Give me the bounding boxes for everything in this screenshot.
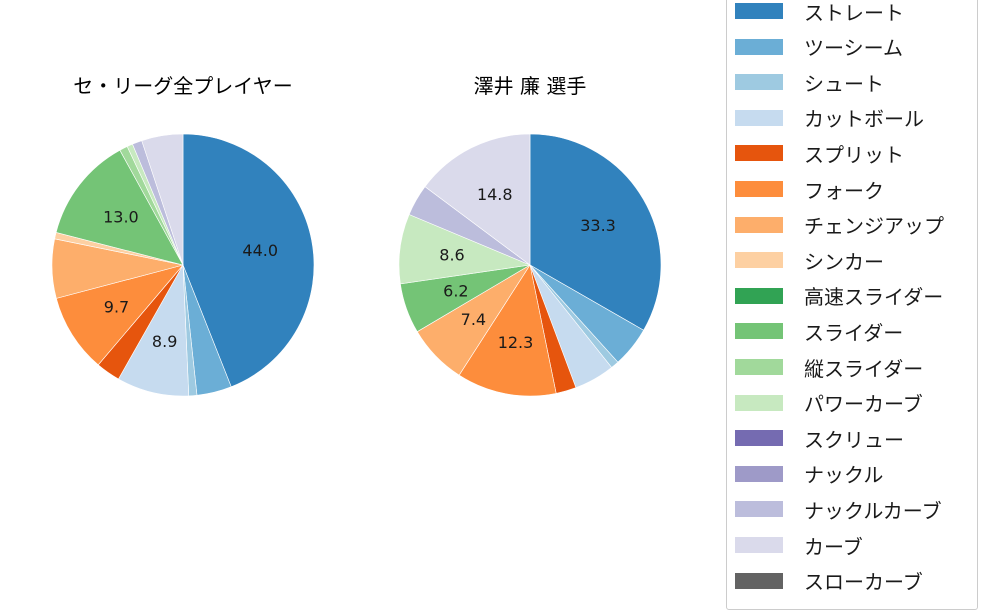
legend-label: スクリュー [804,427,904,452]
left-pie-title: セ・リーグ全プレイヤー [73,74,293,98]
legend-item: ツーシーム [735,35,903,61]
pie-slice [529,133,662,331]
legend-label: チェンジアップ [804,214,944,239]
legend-swatch [735,109,783,126]
league-pie: 44.0 8.9 9.7 13.0 [51,133,315,397]
legend-label: ナックルカーブ [804,498,942,523]
legend-swatch [735,74,783,91]
slice-value-label: 13.0 [103,207,139,226]
legend-swatch [735,3,783,19]
pie-charts: 44.0 8.9 9.7 13.0 33.3 12.3 7.4 6.2 8.6 14.8 [51,133,662,397]
legend-swatch [735,572,783,589]
legend-item: フォーク [735,177,884,203]
pie-slice [55,264,184,366]
legend-item: スローカーブ [735,569,923,595]
legend-item: ナックル [735,462,884,488]
slice-value-label: 6.2 [443,282,468,301]
legend-label: シュート [804,71,884,96]
legend-swatch [735,145,783,162]
legend-label: シンカー [804,249,884,274]
legend-swatch [735,394,783,411]
legend-item: チェンジアップ [735,213,944,239]
slice-value-label: 9.7 [104,297,129,316]
legend-label: カットボール [804,107,924,132]
pie-slice [458,264,557,397]
legend-swatch [735,38,783,55]
slice-value-label: 44.0 [242,241,278,260]
legend-item: スプリット [735,141,904,167]
legend-label: ツーシーム [804,36,903,61]
legend-item: カットボール [735,106,924,132]
legend-label: パワーカーブ [804,392,923,417]
legend-label: ストレート [804,0,904,25]
legend-swatch [735,430,783,447]
legend-swatch [735,216,783,233]
legend-label: カーブ [804,534,863,559]
legend-swatch [735,323,783,340]
legend-label: スプリット [804,142,904,167]
legend-label: スローカーブ [804,570,923,595]
legend-swatch [735,465,783,482]
slice-value-label: 7.4 [461,310,486,329]
slice-value-label: 14.8 [477,185,513,204]
legend-swatch [735,537,783,553]
legend-item: シュート [735,70,884,96]
legend-label: フォーク [804,178,884,203]
slice-value-label: 8.6 [439,246,464,265]
legend-swatch [735,359,783,375]
legend-swatch [735,501,783,518]
legend-label: 縦スライダー [804,356,924,381]
legend-item: ナックルカーブ [735,497,942,523]
legend-item: スクリュー [735,426,904,452]
player-pie: 33.3 12.3 7.4 6.2 8.6 14.8 [398,133,662,397]
legend-swatch [735,252,783,269]
legend-item: カーブ [735,533,863,559]
slice-value-label: 12.3 [498,333,534,352]
legend-item: 縦スライダー [735,355,924,381]
legend-swatch [735,181,783,197]
legend: ストレートツーシームシュートカットボール スプリットフォークチェンジアップ シンカー… [726,0,978,610]
pie-slice [141,133,184,266]
pie-slice [424,133,531,266]
legend-label: スライダー [804,320,904,345]
pie-slice [182,133,315,388]
slice-value-label: 8.9 [152,332,177,351]
legend-item: 高速スライダー [735,284,944,310]
legend-label: ナックル [804,463,884,488]
legend-item: シンカー [735,248,884,274]
slice-value-label: 33.3 [580,216,616,235]
legend-swatch [735,287,783,304]
right-pie-title: 澤井 廉 選手 [473,74,587,98]
legend-label: 高速スライダー [804,285,944,310]
legend-item: ストレート [735,0,904,25]
legend-item: パワーカーブ [735,391,923,417]
legend-item: スライダー [735,319,904,345]
pie-slice [55,149,184,266]
